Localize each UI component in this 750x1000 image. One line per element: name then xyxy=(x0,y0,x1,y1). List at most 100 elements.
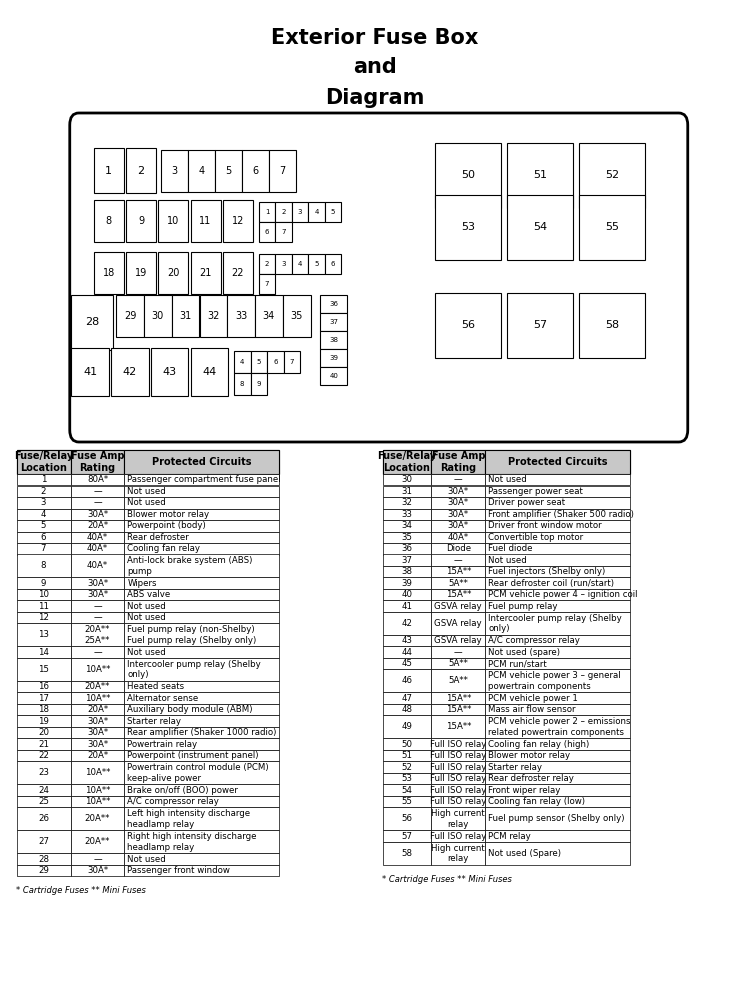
Text: 51: 51 xyxy=(401,751,412,760)
Bar xyxy=(16,554,70,577)
Text: 23: 23 xyxy=(38,768,49,777)
Bar xyxy=(70,692,124,704)
Bar xyxy=(579,195,645,260)
Text: Passenger power seat: Passenger power seat xyxy=(488,487,584,496)
Text: Full ISO relay: Full ISO relay xyxy=(430,786,487,795)
Bar xyxy=(16,761,70,784)
Bar xyxy=(382,750,431,761)
Bar xyxy=(70,497,124,509)
Text: 4: 4 xyxy=(314,209,319,215)
Bar xyxy=(71,295,112,350)
Text: 43: 43 xyxy=(163,367,176,377)
Text: 4: 4 xyxy=(298,261,302,267)
Text: 40A*: 40A* xyxy=(87,544,108,553)
Text: 7: 7 xyxy=(40,544,46,553)
Bar xyxy=(431,509,485,520)
Text: Driver power seat: Driver power seat xyxy=(488,498,566,507)
Bar xyxy=(16,450,279,474)
Text: Fuse/Relay
Location: Fuse/Relay Location xyxy=(377,451,436,473)
Text: 20A*: 20A* xyxy=(87,751,108,760)
Bar xyxy=(70,554,124,577)
Bar xyxy=(124,796,279,807)
Text: PCM run/start: PCM run/start xyxy=(488,659,547,668)
Bar xyxy=(172,295,200,337)
Bar xyxy=(124,612,279,623)
Bar xyxy=(382,566,431,577)
Bar xyxy=(382,509,431,520)
Bar xyxy=(70,520,124,532)
Text: PCM vehicle power 2 – emissions
related powertrain components: PCM vehicle power 2 – emissions related … xyxy=(488,717,631,737)
Bar xyxy=(485,577,630,589)
Bar xyxy=(190,252,220,294)
Bar xyxy=(70,646,124,658)
Text: Protected Circuits: Protected Circuits xyxy=(508,457,608,467)
Bar xyxy=(124,577,279,589)
Text: Fuse Amp
Rating: Fuse Amp Rating xyxy=(431,451,485,473)
Text: —: — xyxy=(93,855,102,864)
Bar xyxy=(124,692,279,704)
Text: 30: 30 xyxy=(152,311,164,321)
Text: 38: 38 xyxy=(329,337,338,343)
Text: 32: 32 xyxy=(401,498,412,507)
Bar xyxy=(124,738,279,750)
Bar xyxy=(124,509,279,520)
Text: Full ISO relay: Full ISO relay xyxy=(430,740,487,749)
Text: 41: 41 xyxy=(401,602,412,611)
Text: 15: 15 xyxy=(38,665,49,674)
Text: Passenger compartment fuse panel: Passenger compartment fuse panel xyxy=(128,475,281,484)
Text: 2: 2 xyxy=(40,487,46,496)
Bar xyxy=(431,658,485,669)
Text: 20A**: 20A** xyxy=(85,814,110,823)
Bar xyxy=(70,784,124,796)
Text: Rear defroster: Rear defroster xyxy=(128,533,189,542)
Text: Starter relay: Starter relay xyxy=(488,763,542,772)
Text: 18: 18 xyxy=(38,705,49,714)
Text: 21: 21 xyxy=(38,740,49,749)
Bar xyxy=(16,692,70,704)
Text: 8: 8 xyxy=(106,216,112,226)
Text: Fuse Amp
Rating: Fuse Amp Rating xyxy=(70,451,124,473)
Bar xyxy=(431,669,485,692)
Bar xyxy=(70,865,124,876)
Text: —: — xyxy=(454,648,463,657)
Bar xyxy=(251,373,267,395)
Text: 39: 39 xyxy=(329,355,338,361)
Text: 46: 46 xyxy=(401,676,412,685)
Bar xyxy=(269,150,296,192)
Text: 30A*: 30A* xyxy=(87,717,108,726)
Text: 30A*: 30A* xyxy=(448,510,469,519)
Bar xyxy=(16,704,70,715)
Text: Full ISO relay: Full ISO relay xyxy=(430,751,487,760)
Bar xyxy=(16,486,70,497)
Text: Powerpoint (body): Powerpoint (body) xyxy=(128,521,206,530)
Text: 35: 35 xyxy=(290,311,303,321)
Bar xyxy=(70,727,124,738)
Bar xyxy=(124,865,279,876)
Bar xyxy=(124,520,279,532)
Text: Full ISO relay: Full ISO relay xyxy=(430,832,487,841)
Bar xyxy=(188,150,215,192)
Text: 30A*: 30A* xyxy=(87,740,108,749)
Bar xyxy=(308,254,325,274)
Text: Diagram: Diagram xyxy=(326,88,424,108)
Bar xyxy=(485,612,630,635)
Text: Front wiper relay: Front wiper relay xyxy=(488,786,560,795)
Bar xyxy=(308,202,325,222)
Text: 15A**: 15A** xyxy=(446,567,471,576)
Text: 28: 28 xyxy=(38,855,49,864)
Text: 20: 20 xyxy=(167,268,179,278)
Text: GSVA relay: GSVA relay xyxy=(434,619,482,628)
Bar xyxy=(431,646,485,658)
Bar xyxy=(124,761,279,784)
Text: 9: 9 xyxy=(256,381,261,387)
Text: Cooling fan relay: Cooling fan relay xyxy=(128,544,200,553)
Text: —: — xyxy=(454,556,463,565)
Bar xyxy=(485,554,630,566)
Bar xyxy=(126,252,156,294)
Bar xyxy=(190,348,228,396)
Text: 6: 6 xyxy=(265,229,269,235)
Bar xyxy=(16,658,70,681)
Bar xyxy=(382,830,431,842)
Text: 9: 9 xyxy=(40,579,46,588)
Bar xyxy=(382,600,431,612)
